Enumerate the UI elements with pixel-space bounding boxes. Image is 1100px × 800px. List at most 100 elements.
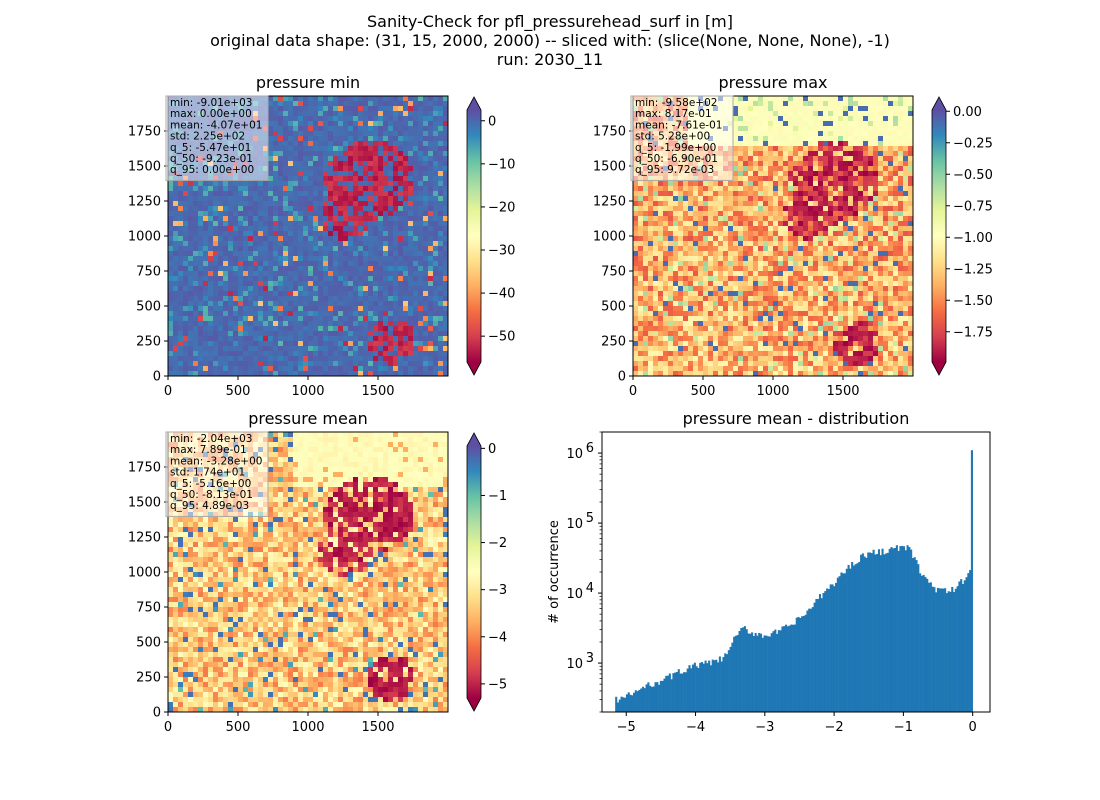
heatmap-cell bbox=[748, 196, 754, 202]
heatmap-cell bbox=[363, 306, 369, 312]
heatmap-cell bbox=[408, 96, 414, 102]
heatmap-cell bbox=[258, 221, 264, 227]
heatmap-cell bbox=[408, 321, 414, 327]
heatmap-cell bbox=[343, 261, 349, 267]
heatmap-cell bbox=[318, 276, 324, 282]
heatmap-cell bbox=[428, 306, 434, 312]
heatmap-cell bbox=[328, 146, 334, 152]
heatmap-cell bbox=[288, 301, 294, 307]
heatmap-cell bbox=[258, 261, 264, 267]
heatmap-cell bbox=[183, 291, 189, 297]
heatmap-cell bbox=[803, 126, 809, 132]
heatmap-cell bbox=[378, 231, 384, 237]
heatmap-cell bbox=[398, 141, 404, 147]
heatmap-cell bbox=[248, 371, 254, 377]
heatmap-cell bbox=[333, 126, 339, 132]
heatmap-cell bbox=[178, 341, 184, 347]
heatmap-cell bbox=[363, 326, 369, 332]
heatmap-cell bbox=[278, 236, 284, 242]
heatmap-cell bbox=[373, 366, 379, 372]
heatmap-cell bbox=[198, 236, 204, 242]
heatmap-cell bbox=[338, 191, 344, 197]
heatmap-cell bbox=[833, 136, 839, 142]
heatmap-cell bbox=[368, 151, 374, 157]
heatmap-cell bbox=[283, 206, 289, 212]
heatmap-cell bbox=[773, 206, 779, 212]
heatmap-cell bbox=[378, 106, 384, 112]
heatmap-cell bbox=[368, 276, 374, 282]
heatmap-cell bbox=[373, 296, 379, 302]
heatmap-cell bbox=[888, 111, 894, 117]
heatmap-cell bbox=[718, 186, 724, 192]
heatmap-cell bbox=[773, 246, 779, 252]
heatmap-cell bbox=[888, 246, 894, 252]
heatmap-cell bbox=[283, 131, 289, 137]
heatmap-cell bbox=[278, 291, 284, 297]
heatmap-cell bbox=[303, 226, 309, 232]
heatmap-cell bbox=[183, 256, 189, 262]
heatmap-cell bbox=[443, 226, 449, 232]
heatmap-cell bbox=[873, 111, 879, 117]
heatmap-cell bbox=[703, 201, 709, 207]
heatmap-cell bbox=[283, 336, 289, 342]
heatmap-cell bbox=[698, 186, 704, 192]
heatmap-cell bbox=[228, 316, 234, 322]
heatmap-cell bbox=[363, 206, 369, 212]
heatmap-cell bbox=[178, 266, 184, 272]
heatmap-cell bbox=[818, 176, 824, 182]
heatmap-cell bbox=[338, 311, 344, 317]
heatmap-cell bbox=[323, 171, 329, 177]
heatmap-cell bbox=[833, 141, 839, 147]
heatmap-cell bbox=[333, 111, 339, 117]
heatmap-cell bbox=[898, 136, 904, 142]
heatmap-cell bbox=[443, 181, 449, 187]
heatmap-cell bbox=[693, 191, 699, 197]
heatmap-cell bbox=[438, 241, 444, 247]
heatmap-cell bbox=[333, 291, 339, 297]
heatmap-cell bbox=[403, 101, 409, 107]
heatmap-cell bbox=[343, 241, 349, 247]
heatmap-cell bbox=[763, 226, 769, 232]
heatmap-cell bbox=[883, 156, 889, 162]
heatmap-cell bbox=[243, 266, 249, 272]
heatmap-cell bbox=[303, 131, 309, 137]
heatmap-cell bbox=[183, 316, 189, 322]
heatmap-cell bbox=[368, 176, 374, 182]
heatmap-cell bbox=[413, 276, 419, 282]
heatmap-cell bbox=[423, 111, 429, 117]
heatmap-cell bbox=[188, 301, 194, 307]
heatmap-cell bbox=[843, 151, 849, 157]
heatmap-cell bbox=[288, 241, 294, 247]
heatmap-cell bbox=[293, 106, 299, 112]
heatmap-cell bbox=[383, 136, 389, 142]
heatmap-cell bbox=[768, 116, 774, 122]
heatmap-cell bbox=[193, 226, 199, 232]
heatmap-cell bbox=[228, 256, 234, 262]
stats-line: q_5: -5.47e+01 bbox=[170, 142, 251, 154]
heatmap-cell bbox=[293, 271, 299, 277]
heatmap-cell bbox=[328, 101, 334, 107]
heatmap-cell bbox=[303, 356, 309, 362]
heatmap-cell bbox=[298, 156, 304, 162]
heatmap-cell bbox=[423, 301, 429, 307]
heatmap-cell bbox=[333, 206, 339, 212]
heatmap-cell bbox=[338, 271, 344, 277]
heatmap-cell bbox=[398, 156, 404, 162]
heatmap-cell bbox=[783, 196, 789, 202]
heatmap-cell bbox=[233, 296, 239, 302]
heatmap-cell bbox=[288, 181, 294, 187]
heatmap-cell bbox=[358, 96, 364, 102]
heatmap-cell bbox=[248, 346, 254, 352]
heatmap-cell bbox=[443, 371, 449, 377]
heatmap-cell bbox=[363, 176, 369, 182]
heatmap-cell bbox=[258, 356, 264, 362]
heatmap-cell bbox=[343, 291, 349, 297]
heatmap-cell bbox=[648, 221, 654, 227]
heatmap-cell bbox=[793, 251, 799, 257]
heatmap-cell bbox=[208, 326, 214, 332]
heatmap-cell bbox=[748, 156, 754, 162]
heatmap-cell bbox=[168, 361, 174, 367]
heatmap-cell bbox=[858, 231, 864, 237]
heatmap-cell bbox=[258, 196, 264, 202]
heatmap-cell bbox=[248, 266, 254, 272]
